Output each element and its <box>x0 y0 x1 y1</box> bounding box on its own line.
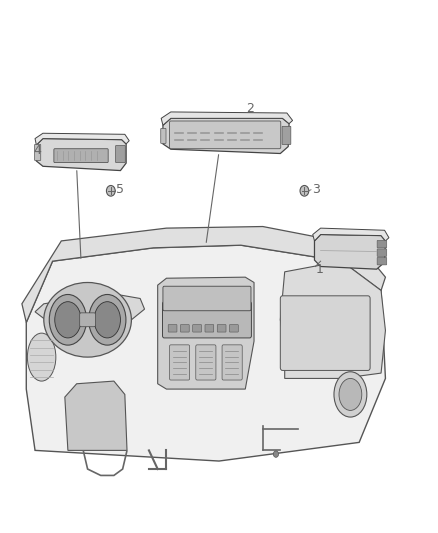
Text: 3: 3 <box>312 183 320 196</box>
Polygon shape <box>22 227 385 322</box>
FancyBboxPatch shape <box>282 126 291 144</box>
Polygon shape <box>35 133 129 145</box>
FancyBboxPatch shape <box>196 345 216 380</box>
Ellipse shape <box>94 302 120 338</box>
FancyBboxPatch shape <box>217 325 226 332</box>
Ellipse shape <box>339 378 362 410</box>
FancyBboxPatch shape <box>193 325 201 332</box>
FancyBboxPatch shape <box>170 121 281 149</box>
FancyBboxPatch shape <box>80 313 95 327</box>
Polygon shape <box>26 245 385 461</box>
Polygon shape <box>163 118 289 154</box>
Text: 2: 2 <box>247 102 254 115</box>
FancyBboxPatch shape <box>54 149 108 163</box>
Circle shape <box>273 451 279 457</box>
Polygon shape <box>36 139 126 171</box>
Text: 4: 4 <box>34 144 42 157</box>
Text: 5: 5 <box>116 183 124 196</box>
FancyBboxPatch shape <box>205 325 214 332</box>
Polygon shape <box>314 235 385 269</box>
FancyBboxPatch shape <box>35 144 41 160</box>
Circle shape <box>300 185 309 196</box>
Ellipse shape <box>55 302 81 338</box>
Ellipse shape <box>44 282 131 357</box>
Polygon shape <box>280 261 385 378</box>
Polygon shape <box>161 112 293 125</box>
FancyBboxPatch shape <box>116 146 125 163</box>
Polygon shape <box>65 381 127 450</box>
FancyBboxPatch shape <box>162 302 251 338</box>
FancyBboxPatch shape <box>170 345 190 380</box>
FancyBboxPatch shape <box>180 325 189 332</box>
Ellipse shape <box>49 294 86 345</box>
Text: 1: 1 <box>315 263 323 276</box>
FancyBboxPatch shape <box>377 257 387 265</box>
FancyBboxPatch shape <box>280 296 370 370</box>
FancyBboxPatch shape <box>168 325 177 332</box>
Polygon shape <box>158 277 254 389</box>
FancyBboxPatch shape <box>230 325 238 332</box>
FancyBboxPatch shape <box>377 249 387 256</box>
FancyBboxPatch shape <box>161 128 166 143</box>
Ellipse shape <box>334 372 367 417</box>
Circle shape <box>106 185 115 196</box>
Polygon shape <box>35 293 145 325</box>
Polygon shape <box>313 228 389 241</box>
FancyBboxPatch shape <box>163 286 251 311</box>
Ellipse shape <box>88 294 126 345</box>
Ellipse shape <box>27 333 56 381</box>
FancyBboxPatch shape <box>377 240 387 248</box>
FancyBboxPatch shape <box>222 345 242 380</box>
